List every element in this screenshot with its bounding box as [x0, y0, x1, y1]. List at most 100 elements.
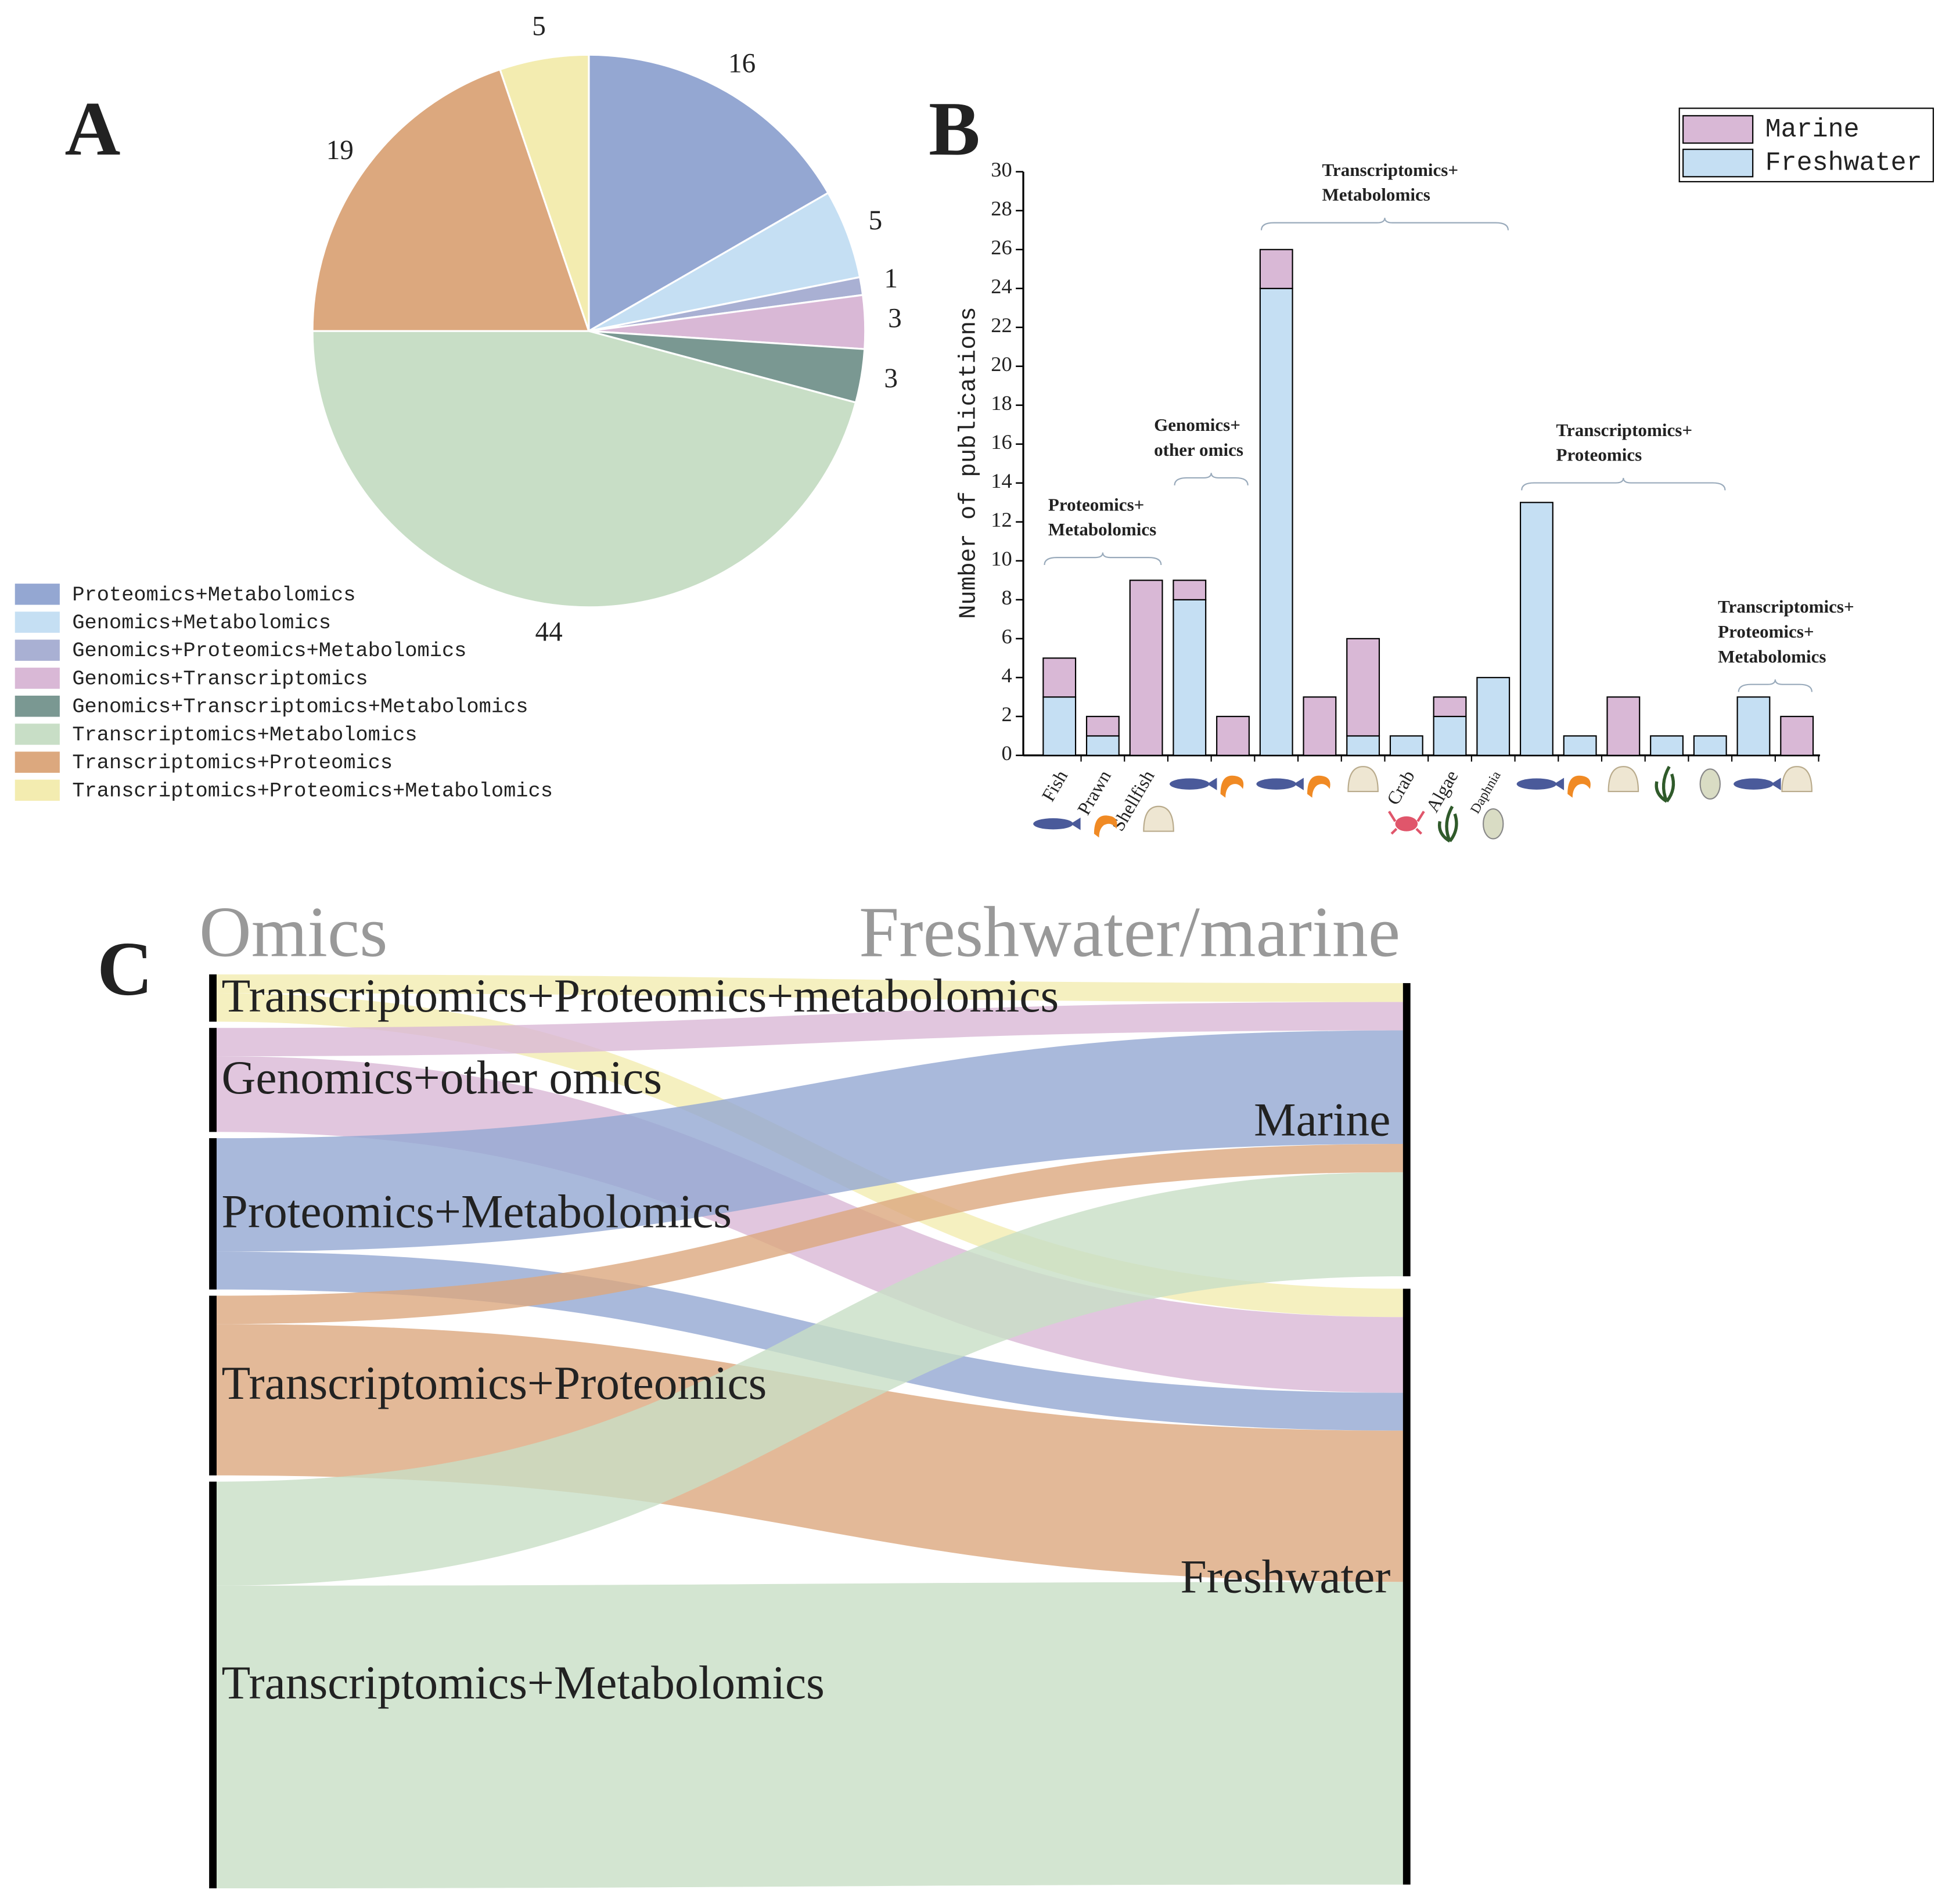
bar-segment	[1520, 502, 1553, 756]
x-tick-label: Algae	[1422, 766, 1462, 815]
bar-segment	[1433, 696, 1467, 717]
icon	[1143, 805, 1174, 832]
bar-segment	[1563, 735, 1597, 756]
legend-swatch	[15, 667, 60, 689]
y-tick-label: 22	[991, 314, 1012, 337]
source-node	[209, 1028, 217, 1132]
group-label: Proteomics+	[1718, 621, 1814, 642]
icon	[1207, 778, 1217, 790]
icon	[1516, 778, 1557, 790]
icon	[1387, 811, 1425, 835]
legend-label: Transcriptomics+Proteomics+Metabolomics	[72, 779, 553, 802]
icon	[1781, 766, 1812, 793]
y-axis-label: Number of publications	[955, 307, 982, 619]
pie-slice	[311, 68, 591, 332]
icon	[1220, 775, 1244, 798]
bar-segment	[1042, 657, 1077, 698]
icon	[1655, 765, 1675, 803]
icon	[1256, 778, 1297, 790]
legend-swatch	[1682, 115, 1754, 144]
group-brace	[1174, 473, 1249, 485]
source-label: Transcriptomics+Proteomics+metabolomics	[222, 969, 1059, 1022]
slice-label: 44	[535, 617, 563, 647]
bar-segment	[1650, 735, 1684, 756]
group-label: Transcriptomics+	[1556, 420, 1692, 440]
x-tick-label: Crab	[1382, 766, 1418, 808]
source-label: Transcriptomics+Proteomics	[222, 1356, 767, 1409]
icon	[1293, 778, 1304, 790]
panel-letter: C	[97, 926, 153, 1012]
target-node	[1402, 983, 1411, 1277]
slice-label: 3	[888, 304, 902, 334]
group-brace	[1738, 679, 1812, 692]
bar-segment	[1042, 696, 1077, 756]
sankey-link	[216, 974, 1403, 1002]
y-tick-label: 8	[1002, 586, 1012, 609]
y-tick-label: 16	[991, 430, 1012, 453]
y-tick-label: 14	[991, 469, 1012, 492]
sankey-link	[216, 1030, 1403, 1252]
group-brace	[1521, 477, 1726, 491]
legend-label: Transcriptomics+Metabolomics	[72, 724, 417, 747]
y-tick-label: 6	[1002, 625, 1012, 648]
bar-segment	[1303, 696, 1337, 756]
y-tick-label: 2	[1002, 703, 1012, 726]
y-tick-label: 28	[991, 197, 1012, 220]
legend-label: Marine	[1765, 115, 1860, 145]
legend-swatch	[15, 779, 60, 801]
icon	[1734, 778, 1774, 790]
source-label: Genomics+other omics	[222, 1051, 662, 1104]
bar-segment	[1085, 735, 1120, 756]
y-tick-label: 0	[1002, 742, 1012, 765]
icon	[1483, 808, 1504, 840]
bar-segment	[1259, 287, 1293, 756]
source-node	[209, 1138, 217, 1290]
panel-letter: A	[64, 86, 120, 171]
legend-swatch	[15, 611, 60, 633]
sankey-link	[216, 1582, 1403, 1888]
source-node	[209, 1481, 217, 1888]
source-node	[209, 1295, 217, 1475]
bar-segment	[1693, 735, 1727, 756]
icon	[1553, 778, 1565, 790]
icon	[1307, 775, 1330, 798]
legend-label: Genomics+Transcriptomics+Metabolomics	[72, 696, 528, 719]
y-tick-label: 30	[991, 158, 1012, 181]
bar-segment	[1173, 580, 1207, 600]
y-tick-label: 10	[991, 547, 1012, 570]
legend-swatch	[15, 696, 60, 717]
legend-label: Freshwater	[1765, 149, 1922, 178]
icon	[1395, 816, 1418, 832]
group-label: Genomics+	[1154, 415, 1240, 435]
header: Freshwater/marine	[859, 892, 1400, 972]
y-tick-label: 20	[991, 352, 1012, 376]
slice-label: 3	[884, 363, 898, 394]
group-brace	[1260, 217, 1509, 231]
group-label: Proteomics	[1556, 445, 1642, 465]
legend-swatch	[15, 584, 60, 605]
y-tick-label: 4	[1002, 664, 1012, 687]
header: Omics	[199, 892, 388, 972]
y-tick-label: 12	[991, 508, 1012, 531]
icon	[1771, 778, 1781, 790]
bar-segment	[1173, 599, 1207, 756]
group-brace	[1044, 552, 1162, 566]
icon	[1567, 775, 1591, 798]
x-tick-label: Prawn	[1073, 766, 1115, 818]
pie-slice	[498, 53, 590, 332]
bar-segment	[1129, 580, 1163, 756]
legend-label: Genomics+Proteomics+Metabolomics	[72, 639, 466, 663]
bar-segment	[1606, 696, 1641, 756]
bar-segment	[1216, 715, 1250, 756]
icon	[1094, 815, 1117, 838]
x-tick-label: Fish	[1037, 766, 1071, 805]
y-tick-label: 18	[991, 391, 1012, 415]
target-label: Freshwater	[1181, 1550, 1391, 1603]
slice-label: 19	[326, 135, 354, 165]
group-label: Transcriptomics+	[1718, 596, 1854, 617]
slice-label: 5	[532, 12, 546, 42]
bar-segment	[1780, 715, 1814, 756]
source-node	[209, 974, 217, 1022]
x-tick-label: Daphnia	[1468, 768, 1504, 816]
